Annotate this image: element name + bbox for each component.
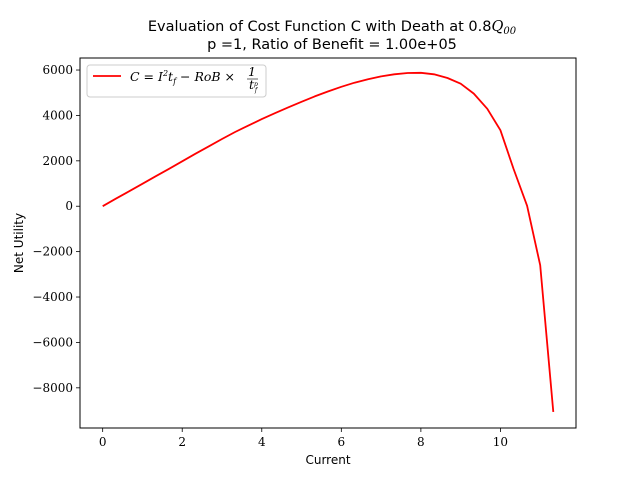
y-axis-label: Net Utility [12, 213, 26, 273]
x-axis-label: Current [305, 453, 350, 467]
y-tick-label: 4000 [42, 108, 73, 122]
series-line [102, 71, 555, 412]
legend-fraction-numerator: 1 [248, 64, 256, 79]
y-axis: −8000 −6000 −4000 −2000 0 2000 4000 6000 [32, 63, 80, 395]
chart-title-line2: p =1, Ratio of Benefit = 1.00e+05 [207, 37, 457, 53]
plot-area [79, 57, 577, 429]
y-tick-label: −2000 [32, 245, 73, 259]
chart-title-line1: Evaluation of Cost Function C with Death… [148, 19, 517, 37]
x-tick-label: 4 [258, 435, 266, 449]
x-axis: 0 2 4 6 8 10 [99, 428, 508, 449]
y-tick-label: −8000 [32, 381, 73, 395]
y-tick-label: −4000 [32, 290, 73, 304]
y-tick-label: 6000 [42, 63, 73, 77]
legend: C = I2tf − RoB × 1 tp f [86, 64, 267, 98]
x-tick-label: 8 [417, 435, 425, 449]
legend-fraction-denominator: tp f [249, 77, 259, 94]
y-tick-label: 0 [65, 199, 73, 213]
series-layer [102, 71, 555, 412]
y-tick-label: −6000 [32, 335, 73, 349]
x-tick-label: 6 [338, 435, 346, 449]
legend-box [86, 64, 267, 98]
legend-label: C = I2tf − RoB × [130, 69, 235, 86]
x-tick-label: 10 [493, 435, 508, 449]
x-tick-label: 2 [178, 435, 186, 449]
x-tick-label: 0 [99, 435, 107, 449]
y-tick-label: 2000 [42, 154, 73, 168]
